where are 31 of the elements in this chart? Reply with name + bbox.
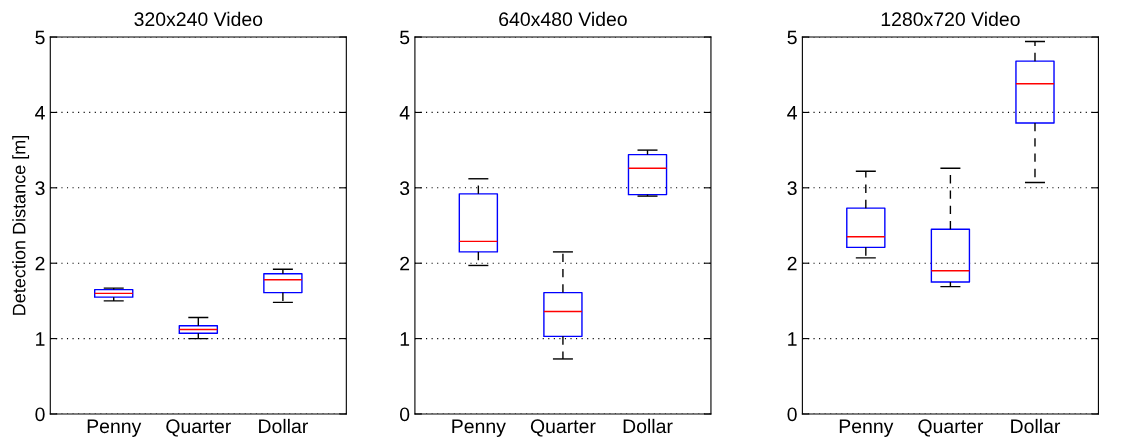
y-tick-label: 1	[400, 332, 410, 346]
y-tick-label: 2	[787, 256, 797, 271]
y-tick-label: 3	[35, 181, 45, 196]
chart-title: 640x480 Video	[499, 11, 627, 27]
y-tick-label: 1	[788, 332, 797, 346]
x-tick-label: Quarter	[166, 419, 231, 437]
y-tick-label: 0	[399, 407, 410, 422]
y-tick-label: 0	[787, 407, 797, 422]
x-tick-label: Quarter	[530, 419, 596, 437]
y-tick-label: 0	[35, 407, 45, 422]
y-tick-label: 1	[36, 332, 45, 346]
y-axis-title: Detection Distance [m]	[12, 135, 30, 315]
chart-title: 320x240 Video	[134, 11, 263, 27]
chart-title: 1280x720 Video	[881, 11, 1020, 27]
y-tick-label: 2	[35, 256, 45, 271]
y-tick-label: 5	[400, 30, 410, 45]
y-tick-label: 4	[787, 106, 797, 120]
x-tick-label: Penny	[839, 419, 894, 437]
y-tick-label: 3	[399, 181, 410, 196]
x-tick-label: Dollar	[1011, 418, 1061, 434]
x-tick-label: Dollar	[623, 418, 673, 434]
x-tick-label: Dollar	[259, 418, 308, 434]
x-tick-label: Penny	[452, 419, 506, 437]
x-tick-label: Penny	[87, 419, 142, 437]
x-tick-label: Quarter	[918, 419, 984, 437]
y-tick-label: 5	[35, 30, 45, 45]
y-tick-label: 3	[787, 181, 797, 196]
y-tick-label: 5	[787, 30, 797, 45]
y-tick-label: 4	[35, 106, 45, 120]
y-tick-label: 2	[400, 256, 410, 271]
y-tick-label: 4	[399, 106, 410, 120]
